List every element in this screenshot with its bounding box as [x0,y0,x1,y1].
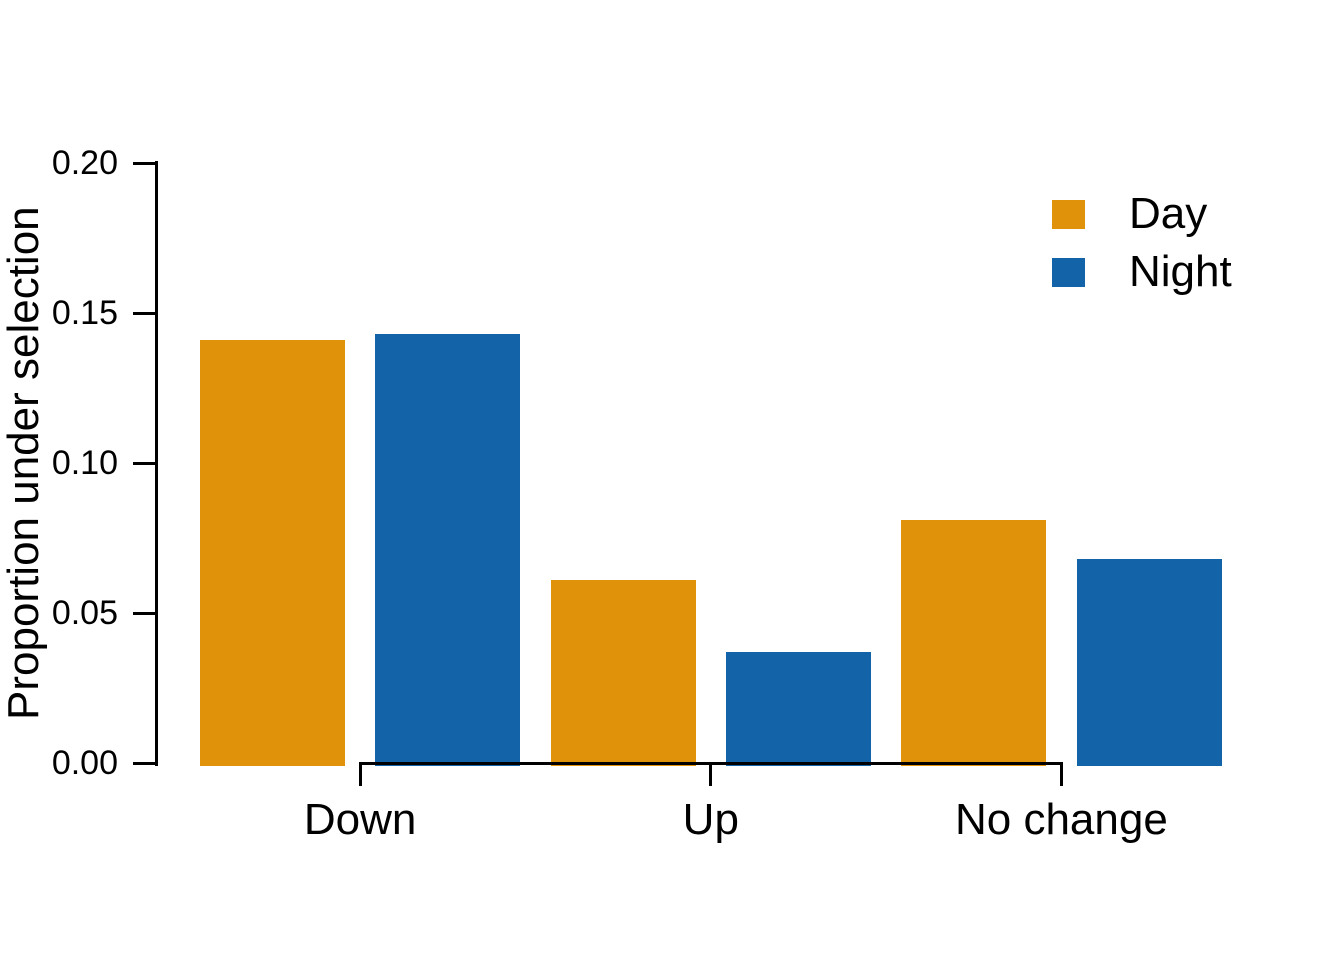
y-axis-line [155,161,158,766]
legend-item-night: Night [1052,243,1232,301]
y-tick-0.05 [133,612,155,615]
x-tick-label-up: Up [682,795,739,844]
bar-down-day [200,340,345,766]
x-tick-up [709,763,713,786]
bar-up-night [725,652,871,766]
bar-up-day [550,580,696,766]
bar-down-night [375,334,521,766]
y-tick-label-0.10: 0.10 [51,444,118,482]
legend-swatch-night [1052,257,1085,287]
bar-no-change-day [901,520,1047,766]
y-tick-label-0.05: 0.05 [51,594,118,632]
x-tick-label-no-change: No change [954,795,1168,844]
legend-label-night: Night [1129,247,1232,296]
y-tick-label-0.20: 0.20 [51,144,118,182]
y-tick-0.20 [133,162,155,165]
x-tick-label-down: Down [303,795,417,844]
chart-legend: Day Night [1052,185,1232,301]
y-tick-label-0.15: 0.15 [51,294,118,332]
y-tick-label-0.00: 0.00 [51,744,118,782]
y-tick-0.15 [133,312,155,315]
y-tick-0.00 [133,762,155,765]
legend-label-day: Day [1129,189,1208,238]
legend-item-day: Day [1052,185,1232,243]
x-tick-no-change [1059,763,1063,786]
x-tick-down [358,763,362,786]
bar-no-change-night [1076,559,1222,766]
legend-swatch-day [1052,199,1085,229]
y-tick-0.10 [133,462,155,465]
